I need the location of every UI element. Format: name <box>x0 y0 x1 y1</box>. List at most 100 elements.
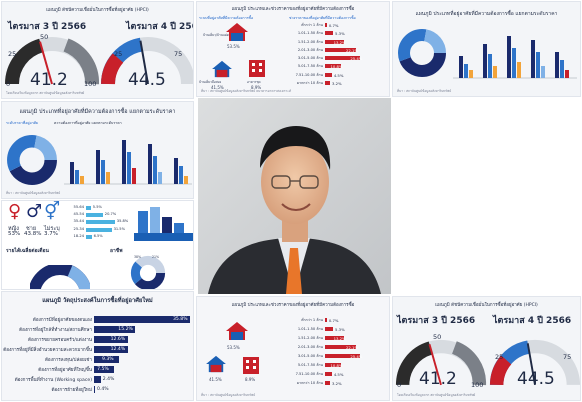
panel-footnote: ที่มา : สถาบันศูนย์ข้อมูลอสังหาริมทรัพย์ <box>201 393 256 397</box>
objective-row-value: 12.4% <box>110 347 126 352</box>
objective-row-label: ต้องการที่อยู่ที่มีสิ่งอำนวยความสะดวกมาก… <box>3 348 92 353</box>
house-c-pct: 8.9% <box>251 85 262 90</box>
objective-row-bar <box>94 346 128 353</box>
objective-row-bar <box>94 386 95 393</box>
panel-demographics: ♀ ♂ ⚥ หญิง ชาย ไม่ระบุ 53% 43.8% 3.7% 55… <box>1 200 194 290</box>
objective-row-bar <box>94 356 119 363</box>
house-a-pct: 53.5% <box>227 44 240 49</box>
panel-footnote: โดยเรียบเรียงข้อมูลจาก สถาบันศูนย์ข้อมูล… <box>6 91 85 95</box>
tick-25: 25 <box>8 50 17 58</box>
objective-row-label: ต้องการที่อยู่ใกล้ที่ทำงาน/สถานศึกษา <box>19 328 92 333</box>
price-row-value: 4.5% <box>333 372 344 377</box>
age-row-bar <box>86 213 103 218</box>
price-row-label: 2.01-3.00 ล้าน <box>297 345 323 349</box>
tick-0: 0 <box>397 381 402 389</box>
price-row-value: 0.7% <box>328 23 339 28</box>
house-b-pct: 41.5% <box>211 85 224 90</box>
price-row-bar <box>325 372 332 376</box>
house-icon-secondhand <box>206 355 226 373</box>
price-row-label: ต่ำกว่า 1 ล้าน <box>301 318 323 322</box>
price-row-bar <box>325 363 341 367</box>
gauge-q3 <box>5 37 99 85</box>
male-pct: 43.8% <box>24 231 42 237</box>
female-label: หญิง <box>8 226 19 232</box>
panel-title: แผนภูมิ ดัชนีความเชื่อมั่นในการซื้อที่อย… <box>435 303 538 308</box>
panel-title: แผนภูมิ ประเภทที่อยู่อาศัยที่มีความต้องก… <box>19 109 176 115</box>
age-row-value: 6.5% <box>93 233 103 238</box>
gauge-q4 <box>101 37 193 85</box>
price-row-bar <box>325 318 327 322</box>
price-row-value: 25.4% <box>350 56 363 61</box>
price-row-value: 22.1% <box>346 47 359 53</box>
age-bar-list: 55-64 5.5% 45-54 20.7% 35-44 35.8% 25-34 31.5% 1… <box>72 205 128 241</box>
house-icon-detached <box>226 322 248 340</box>
price-row-bar <box>325 31 334 36</box>
male-label: ชาย <box>26 226 37 232</box>
panel-hpci-bottom: แผนภูมิ ดัชนีความเชื่อมั่นในการซื้อที่อย… <box>392 296 581 401</box>
tick-25: 25 <box>495 353 504 361</box>
objective-row-value: 12.6% <box>110 337 126 342</box>
tick-0: 0 <box>6 80 11 88</box>
panel-purchase-objectives: แผนภูมิ วัตถุประสงค์ในการซื้อที่อยู่อาศั… <box>1 291 194 401</box>
career-title: อาชีพ <box>110 248 123 254</box>
age-row-value: 5.5% <box>92 205 102 209</box>
price-row-label: 1.01-1.50 ล้าน <box>297 327 323 331</box>
right-header: ช่วงราคาของที่อยู่อาศัยที่มีความต้องการซ… <box>289 16 356 20</box>
tick-75: 75 <box>563 353 572 361</box>
other-label: ไม่ระบุ <box>44 226 60 232</box>
panel-type-by-price-mid: แผนภูมิ ประเภทที่อยู่อาศัยที่มีความต้องก… <box>1 101 194 199</box>
price-row-value: 4.5% <box>333 72 344 78</box>
age-row-bar <box>86 234 92 239</box>
objective-row-label: ต้องการมีที่อยู่อาศัยของตนเอง <box>32 318 92 323</box>
price-row-label: มากกว่า 10 ล้าน <box>296 80 323 85</box>
price-row-bar <box>325 345 356 349</box>
income-semi-donut <box>30 265 90 289</box>
price-row-label: 5.01-7.50 ล้าน <box>297 363 323 367</box>
panel-footnote: ที่มา : สถาบันศูนย์ข้อมูลอสังหาริมทรัพย์ <box>397 89 452 93</box>
price-bar-list: ต่ำกว่า 1 ล้าน 0.7% 1.01-1.50 ล้าน 5.3% 1.51… <box>289 317 389 389</box>
panel-title: แผนภูมิ ประเภทและช่วงราคาของที่อยู่อาศัย… <box>231 303 355 308</box>
price-row-value: 10.8% <box>330 64 343 70</box>
age-row-bar <box>86 220 115 225</box>
price-bar-list: ต่ำกว่า 1 ล้าน 0.7% 1.01-1.50 ล้าน 5.3% 1.51… <box>289 22 389 88</box>
tick-50: 50 <box>433 333 442 341</box>
price-row-value: 10.8% <box>330 363 343 368</box>
tick-100: 100 <box>84 80 97 88</box>
objective-row-value: 7.5% <box>97 367 109 372</box>
price-row-bar <box>325 354 361 358</box>
price-row-value: 13.2% <box>333 39 346 45</box>
q4-value: 44.5 <box>128 70 166 90</box>
price-row-label: 7.51-10.00 ล้าน <box>295 372 323 376</box>
age-row-bar <box>86 206 91 210</box>
panel-type-price-bottom: แผนภูมิ ประเภทและช่วงราคาของที่อยู่อาศัย… <box>196 296 390 401</box>
panel-title: แผนภูมิ ประเภทที่อยู่อาศัยที่มีความต้องก… <box>415 11 558 17</box>
age-row-label: 55-64 <box>73 205 84 209</box>
price-row-label: 5.01-7.50 ล้าน <box>297 64 323 69</box>
q4-value: 44.5 <box>517 369 555 389</box>
price-row-value: 0.7% <box>328 318 339 323</box>
price-row-label: 1.51-2.00 ล้าน <box>297 336 323 340</box>
objective-row-bar <box>94 376 101 383</box>
house-b-pct: 41.5% <box>209 377 222 382</box>
price-row-bar <box>325 72 332 77</box>
age-row-label: 35-44 <box>73 219 84 224</box>
career-a-pct: 38% <box>134 255 142 259</box>
objective-row-label: ต้องการย้ายที่อยู่ใหม่ <box>51 388 92 393</box>
q4-label: ไตรมาส 4 ปี 2566 <box>126 22 193 32</box>
age-row-label: 25-34 <box>73 226 84 231</box>
house-icon-detached <box>226 23 248 41</box>
building-icon-condo <box>249 60 265 77</box>
tick-25-b: 25 <box>114 50 123 58</box>
donut-chart <box>7 135 57 185</box>
panel-type-by-price-top: แผนภูมิ ประเภทที่อยู่อาศัยที่มีความต้องก… <box>392 1 581 97</box>
objective-row-label: ต้องการที่อยู่อาศัยที่ใหญ่ขึ้น <box>38 368 92 373</box>
career-b-pct: 21% <box>152 255 160 259</box>
price-row-bar <box>325 56 361 60</box>
gauge-q3 <box>395 339 487 386</box>
grouped-bar-chart <box>453 36 577 79</box>
panel-footnote: โดยเรียบเรียงข้อมูลจาก สถาบันศูนย์ข้อมูล… <box>397 393 476 397</box>
age-row-value: 35.8% <box>116 219 129 224</box>
objective-row-value: 35.8% <box>173 317 188 322</box>
house-c-pct: 8.9% <box>245 377 256 382</box>
price-row-bar <box>325 80 330 85</box>
